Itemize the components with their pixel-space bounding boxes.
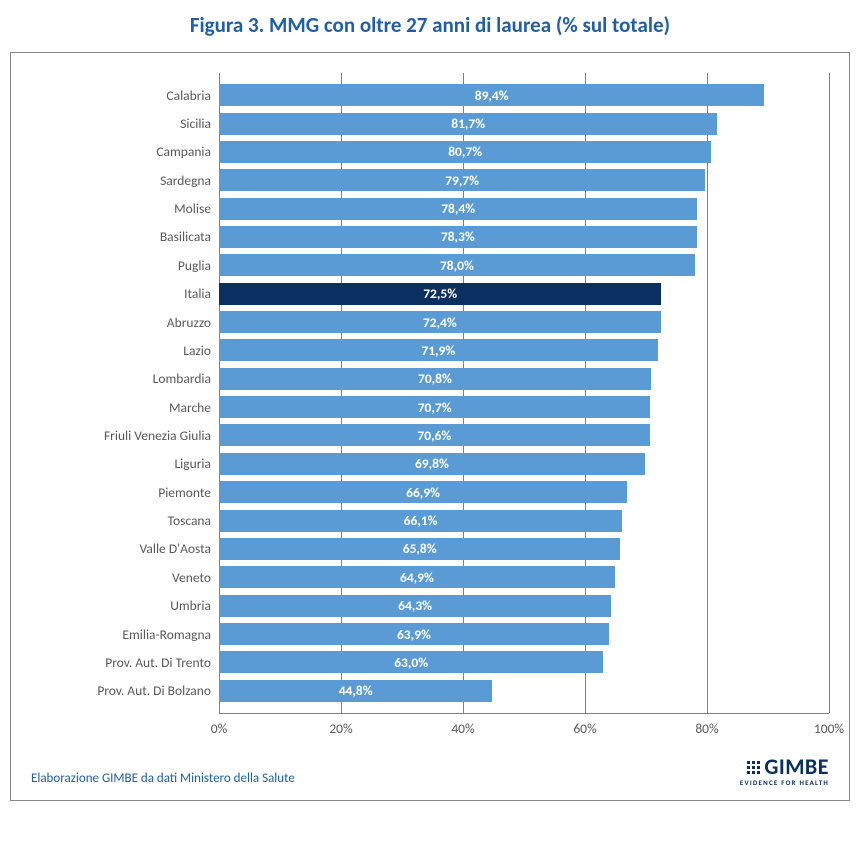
bar: 70,6%: [219, 424, 650, 446]
brand-name: GIMBE: [764, 756, 829, 778]
bar-value-label: 70,6%: [417, 427, 451, 444]
plot-area: 89,4% 81,7% 80,7% 79,7% 78,4% 78,3% 78,0% 72,5%…: [219, 73, 829, 740]
bar-value-label: 78,3%: [441, 228, 475, 245]
bar-value-label: 81,7%: [451, 115, 485, 132]
bar-value-label: 80,7%: [448, 143, 482, 160]
category-label: Sicilia: [31, 115, 219, 132]
bar-value-label: 63,0%: [394, 654, 428, 671]
category-label: Campania: [31, 143, 219, 160]
category-label: Puglia: [31, 257, 219, 274]
category-label: Basilicata: [31, 228, 219, 245]
bar-value-label: 78,0%: [440, 257, 474, 274]
x-tick-label: 20%: [329, 720, 352, 737]
bar-value-label: 63,9%: [397, 626, 431, 643]
category-label: Italia: [31, 285, 219, 302]
category-label: Abruzzo: [31, 314, 219, 331]
bar-value-label: 70,8%: [418, 370, 452, 387]
bar: 70,7%: [219, 396, 650, 418]
category-label: Umbria: [31, 597, 219, 614]
bar: 89,4%: [219, 84, 764, 106]
bar-value-label: 89,4%: [475, 87, 509, 104]
bar: 78,3%: [219, 226, 697, 248]
bar-value-label: 65,8%: [403, 540, 437, 557]
category-label: Molise: [31, 200, 219, 217]
chart-title: Figura 3. MMG con oltre 27 anni di laure…: [10, 12, 850, 38]
bar-value-label: 70,7%: [418, 399, 452, 416]
x-tick-label: 80%: [695, 720, 718, 737]
bar-value-label: 44,8%: [339, 682, 373, 699]
bar: 78,4%: [219, 198, 697, 220]
category-label: Piemonte: [31, 484, 219, 501]
category-label: Lazio: [31, 342, 219, 359]
category-label: Prov. Aut. Di Bolzano: [31, 682, 219, 699]
category-label: Lombardia: [31, 370, 219, 387]
x-tick-label: 0%: [211, 720, 228, 737]
category-label: Calabria: [31, 87, 219, 104]
bar: 44,8%: [219, 680, 492, 702]
bar: 80,7%: [219, 141, 711, 163]
bar: 70,8%: [219, 368, 651, 390]
category-label: Friuli Venezia Giulia: [31, 427, 219, 444]
brand-tagline: EVIDENCE FOR HEALTH: [740, 779, 829, 786]
source-note: Elaborazione GIMBE da dati Ministero del…: [31, 771, 295, 786]
category-label: Veneto: [31, 569, 219, 586]
bar: 69,8%: [219, 453, 645, 475]
bar-value-label: 71,9%: [421, 342, 455, 359]
bar: 66,9%: [219, 481, 627, 503]
bar-value-label: 66,9%: [406, 484, 440, 501]
bar-value-label: 69,8%: [415, 455, 449, 472]
category-label: Liguria: [31, 455, 219, 472]
bar: 71,9%: [219, 339, 658, 361]
category-label: Marche: [31, 399, 219, 416]
x-axis: 0%20%40%60%80%100%: [219, 714, 829, 740]
bar: 79,7%: [219, 169, 705, 191]
bar-value-label: 64,3%: [398, 597, 432, 614]
category-label: Toscana: [31, 512, 219, 529]
bar: 66,1%: [219, 510, 622, 532]
category-label: Emilia-Romagna: [31, 626, 219, 643]
bar-value-label: 79,7%: [445, 172, 479, 189]
chart-area: Calabria Sicilia Campania Sardegna Molise Bas…: [31, 73, 829, 740]
bar: 63,0%: [219, 651, 603, 673]
bar-value-label: 64,9%: [400, 569, 434, 586]
bar-value-label: 72,4%: [423, 314, 457, 331]
bar: 78,0%: [219, 254, 695, 276]
brand-dots-icon: [747, 761, 760, 774]
bar: 64,3%: [219, 595, 611, 617]
bar: 64,9%: [219, 566, 615, 588]
category-label: Sardegna: [31, 172, 219, 189]
category-label: Valle D'Aosta: [31, 540, 219, 557]
category-label: Prov. Aut. Di Trento: [31, 654, 219, 671]
figure-wrapper: Figura 3. MMG con oltre 27 anni di laure…: [0, 0, 860, 821]
x-tick-label: 40%: [451, 720, 474, 737]
x-tick-label: 100%: [814, 720, 844, 737]
bar: 81,7%: [219, 113, 717, 135]
chart-footer: Elaborazione GIMBE da dati Ministero del…: [31, 756, 829, 786]
gridline: [829, 73, 830, 713]
bar: 65,8%: [219, 538, 620, 560]
bar: 63,9%: [219, 623, 609, 645]
bar-value-label: 66,1%: [404, 512, 438, 529]
bar-value-label: 72,5%: [423, 285, 457, 302]
chart-panel: Calabria Sicilia Campania Sardegna Molise Bas…: [10, 52, 850, 801]
bar: 72,4%: [219, 311, 661, 333]
brand-logo: GIMBE EVIDENCE FOR HEALTH: [740, 756, 829, 786]
y-axis-labels: Calabria Sicilia Campania Sardegna Molise Bas…: [31, 73, 219, 740]
bar-value-label: 78,4%: [441, 200, 475, 217]
x-tick-label: 60%: [573, 720, 596, 737]
bar: 72,5%: [219, 283, 661, 305]
